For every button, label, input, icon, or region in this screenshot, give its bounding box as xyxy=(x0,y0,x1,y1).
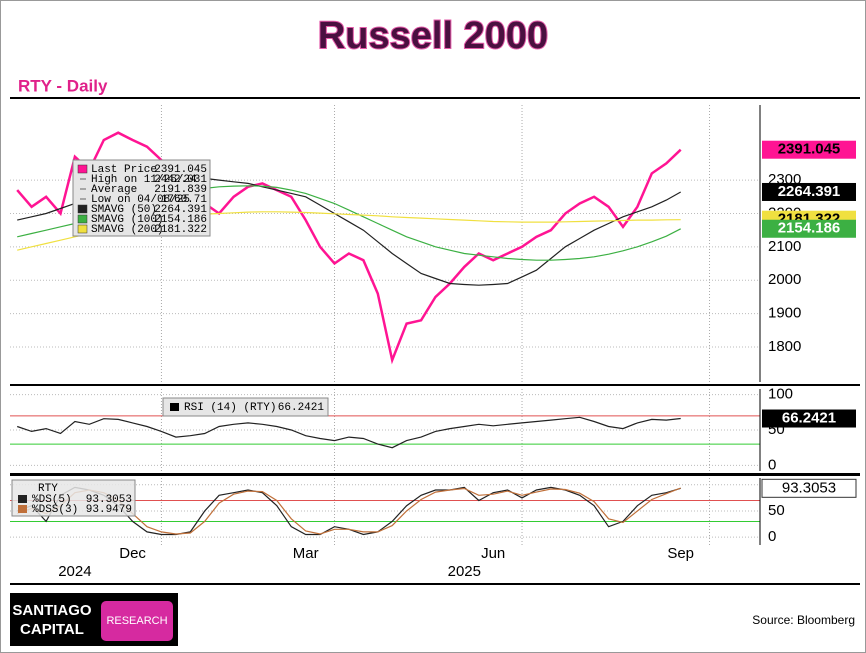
legend-swatch xyxy=(77,164,88,174)
y-tick-label: 1900 xyxy=(768,305,801,322)
legend-value: 2154.186 xyxy=(154,214,207,226)
y-tick-label: 2100 xyxy=(768,238,801,255)
series-line xyxy=(16,131,682,365)
legend-label: High on 11/25/24 xyxy=(91,174,197,186)
x-tick-label: Sep xyxy=(667,545,694,562)
logo-text: SANTIAGO xyxy=(12,602,92,619)
legend xyxy=(11,479,136,517)
legend-value: 2442.031 xyxy=(154,174,207,186)
source: Source: Bloomberg xyxy=(752,613,855,627)
value-badge xyxy=(762,409,856,428)
legend-label: SMAVG (100) xyxy=(91,214,164,226)
legend-value: 2191.839 xyxy=(154,184,207,196)
value-badge-label: 66.2421 xyxy=(782,409,836,426)
panel-separator xyxy=(10,473,860,476)
legend xyxy=(72,159,211,237)
y-tick-label: 50 xyxy=(768,502,785,519)
series-line xyxy=(17,416,681,449)
legend-swatch xyxy=(18,495,27,503)
legend-value: 2391.045 xyxy=(154,164,207,176)
legend xyxy=(162,397,329,417)
subtitle: RTY - Daily xyxy=(18,76,108,95)
logo-text: CAPITAL xyxy=(20,621,84,638)
x-tick-label: Jun xyxy=(481,545,505,562)
value-badge xyxy=(761,478,857,498)
value-badge-label: 93.3053 xyxy=(782,479,836,496)
y-tick-label: 0 xyxy=(768,528,776,545)
x-tick-label: Mar xyxy=(293,545,319,562)
logo-badge xyxy=(101,601,173,641)
legend-value: 66.2421 xyxy=(278,402,325,414)
legend-label: Average xyxy=(91,184,137,196)
title: Russell 2000 xyxy=(318,15,548,57)
year-label: 2025 xyxy=(448,563,481,580)
value-badge xyxy=(762,140,856,159)
legend-label: %DS(5) xyxy=(32,494,72,506)
x-tick-label: Dec xyxy=(119,545,146,562)
legend-label: Low on 04/08/25 xyxy=(91,194,190,206)
legend-value: 2181.322 xyxy=(154,224,207,236)
legend-swatch xyxy=(77,224,88,234)
y-tick-label: 0 xyxy=(768,456,776,473)
legend-title: RTY xyxy=(38,483,58,495)
y-tick-label: 2000 xyxy=(768,271,801,288)
year-label: 2024 xyxy=(58,563,91,580)
panel-separator xyxy=(10,384,860,386)
y-tick-label: 100 xyxy=(768,386,793,403)
legend-value: 1760.71 xyxy=(161,194,208,206)
value-badge xyxy=(762,219,856,238)
legend-label: %DSS(3) xyxy=(32,504,78,516)
legend-value: 93.9479 xyxy=(86,504,132,516)
legend-swatch xyxy=(77,214,88,224)
legend-value: 93.3053 xyxy=(86,494,132,506)
value-badge-label: 2264.391 xyxy=(778,183,841,200)
legend-swatch xyxy=(170,403,179,411)
logo-badge-text: RESEARCH xyxy=(106,615,167,627)
value-badge xyxy=(762,182,856,201)
legend-label: SMAVG (50) xyxy=(91,204,157,216)
legend-label: SMAVG (200) xyxy=(91,224,164,236)
value-badge-label: 2154.186 xyxy=(778,220,841,237)
legend-swatch xyxy=(18,505,27,513)
value-badge-label: 2391.045 xyxy=(778,141,841,158)
y-tick-label: 1800 xyxy=(768,338,801,355)
legend-swatch xyxy=(77,204,88,214)
legend-label: RSI (14) (RTY) xyxy=(184,402,276,414)
legend-value: 2264.391 xyxy=(154,204,207,216)
legend-label: Last Price xyxy=(91,164,157,176)
